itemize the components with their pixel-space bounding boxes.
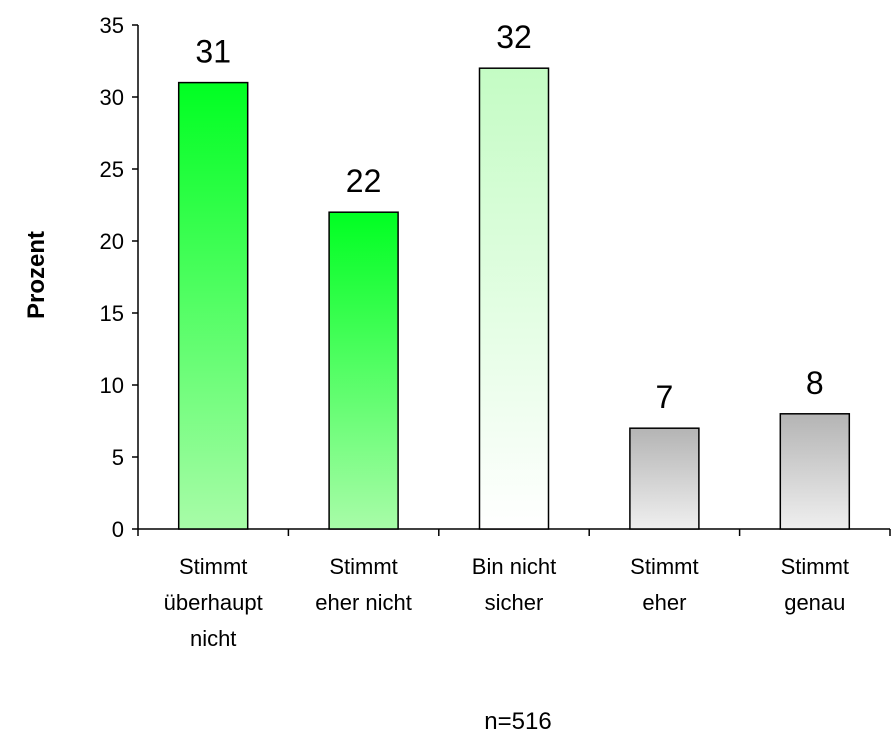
y-axis-title: Prozent: [23, 231, 50, 319]
y-tick-label: 20: [100, 229, 124, 254]
sample-size-note: n=516: [484, 708, 551, 735]
x-axis: Stimmt überhaupt nicht Stimmt eher nicht Bin …: [137, 528, 891, 651]
data-label: 31: [195, 34, 231, 70]
category-label: Stimmt eher nicht: [315, 554, 412, 615]
y-tick-label: 30: [100, 85, 124, 110]
category-label-line: sicher: [485, 590, 544, 615]
bar: [478, 67, 550, 530]
category-label-line: nicht: [190, 626, 236, 651]
bar: [177, 81, 249, 530]
y-tick-label: 35: [100, 13, 124, 38]
bars: [177, 67, 851, 530]
category-label: Stimmt genau: [781, 554, 849, 615]
bar: [779, 413, 851, 530]
bar: [328, 211, 399, 530]
category-label-line: genau: [784, 590, 845, 615]
category-label: Bin nicht sicher: [472, 554, 556, 615]
y-axis: 0 5 10 15 20 25 30 35: [100, 13, 139, 542]
category-label-line: überhaupt: [164, 590, 263, 615]
y-tick-label: 25: [100, 157, 124, 182]
category-label-line: Stimmt: [329, 554, 397, 579]
data-labels: 31 22 32 7 8: [195, 19, 823, 415]
y-tick-label: 10: [100, 373, 124, 398]
bar: [629, 427, 700, 530]
y-tick-label: 0: [112, 517, 124, 542]
category-label-line: eher: [642, 590, 686, 615]
category-label: Stimmt überhaupt nicht: [164, 554, 263, 651]
category-label-line: Bin nicht: [472, 554, 556, 579]
category-label-line: Stimmt: [630, 554, 698, 579]
data-label: 32: [496, 19, 532, 55]
category-label-line: eher nicht: [315, 590, 412, 615]
data-label: 7: [656, 379, 674, 415]
category-label: Stimmt eher: [630, 554, 698, 615]
category-label-line: Stimmt: [781, 554, 849, 579]
category-label-line: Stimmt: [179, 554, 247, 579]
y-tick-label: 15: [100, 301, 124, 326]
y-tick-label: 5: [112, 445, 124, 470]
data-label: 8: [806, 365, 824, 401]
data-label: 22: [346, 163, 382, 199]
